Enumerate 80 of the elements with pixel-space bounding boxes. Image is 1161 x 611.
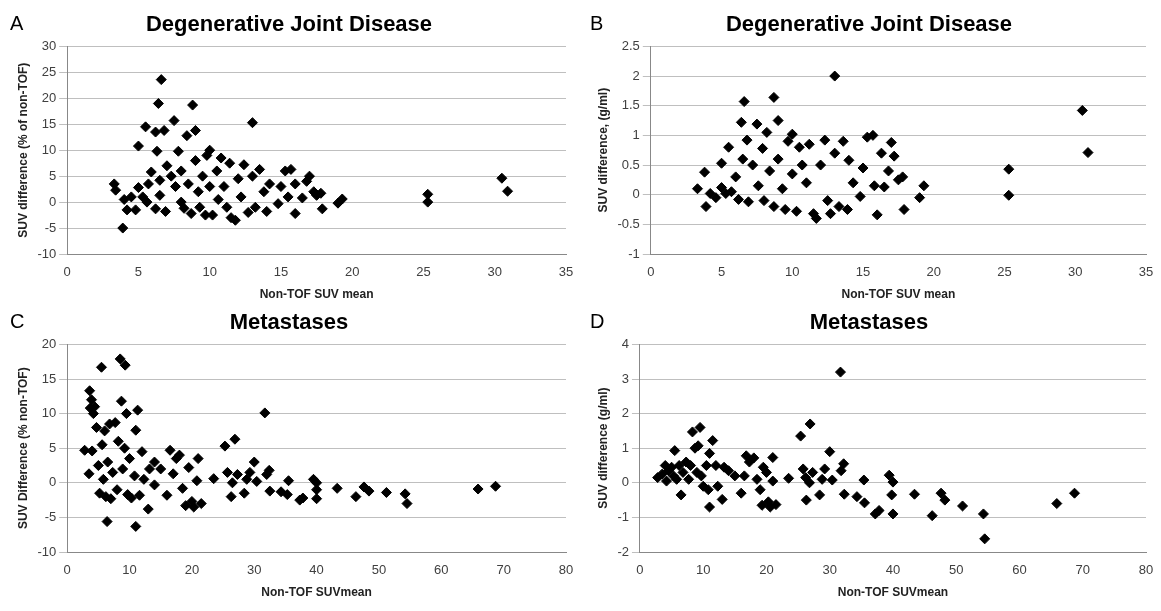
- y-axis-title: SUV difference, (g/ml): [595, 87, 610, 213]
- y-tick-label: 2.5: [621, 37, 640, 53]
- y-tick-label: 0: [48, 193, 57, 209]
- x-tick-label: 0: [63, 562, 71, 578]
- y-tick-label: 0: [621, 474, 629, 490]
- y-tick-label: -10: [37, 245, 57, 261]
- y-tick-label: 1: [632, 126, 640, 142]
- y-tick-label: 1.5: [621, 97, 640, 113]
- y-tick-label: 10: [41, 141, 57, 157]
- x-tick-label: 50: [371, 562, 387, 578]
- x-tick-label: 35: [558, 264, 574, 280]
- x-tick-label: 0: [63, 264, 71, 280]
- y-tick-label: 10: [41, 405, 57, 421]
- x-tick-label: 10: [122, 562, 137, 578]
- x-tick-label: 60: [1012, 562, 1027, 578]
- y-tick-label: 0: [632, 186, 640, 202]
- x-tick-label: 20: [759, 562, 774, 578]
- x-axis-title: Non-TOF SUVmean: [261, 585, 372, 600]
- x-tick-label: 15: [855, 264, 871, 280]
- x-tick-label: 80: [1138, 562, 1154, 578]
- x-tick-label: 0: [647, 264, 655, 280]
- x-tick-label: 40: [885, 562, 901, 578]
- y-axis-title: SUV Difference (% non-TOF): [15, 367, 30, 530]
- text: C: [10, 310, 25, 333]
- x-tick-label: 30: [247, 562, 262, 578]
- x-tick-label: 25: [997, 264, 1012, 280]
- chart-title: Degenerative Joint Disease: [145, 11, 433, 37]
- x-tick-label: 30: [487, 264, 502, 280]
- chart-title: Metastases: [809, 309, 929, 335]
- y-tick-label: 25: [41, 63, 57, 79]
- y-tick-label: 1: [621, 439, 629, 455]
- x-tick-label: 10: [202, 264, 217, 280]
- y-tick-label: 20: [41, 335, 57, 351]
- y-tick-label: 15: [41, 370, 57, 386]
- x-axis-title: Non-TOF SUVmean: [837, 585, 949, 600]
- x-tick-label: 25: [416, 264, 431, 280]
- y-tick-label: 2: [621, 405, 629, 421]
- x-tick-label: 20: [184, 562, 200, 578]
- x-tick-label: 20: [344, 264, 360, 280]
- y-axis-title: SUV difference (g/ml): [595, 387, 610, 509]
- y-tick-label: 0.5: [621, 156, 640, 172]
- y-tick-label: -10: [37, 543, 57, 559]
- y-tick-label: -2: [617, 543, 629, 559]
- y-tick-label: 4: [621, 335, 629, 351]
- text: A: [10, 12, 24, 35]
- x-tick-label: 15: [273, 264, 289, 280]
- y-tick-label: 20: [41, 89, 57, 105]
- x-tick-label: 10: [785, 264, 800, 280]
- x-tick-label: 20: [926, 264, 942, 280]
- y-tick-label: 5: [48, 439, 57, 455]
- x-tick-label: 50: [949, 562, 964, 578]
- chart-title: Metastases: [229, 309, 349, 335]
- x-tick-label: 35: [1138, 264, 1154, 280]
- y-tick-label: 2: [632, 67, 640, 83]
- x-tick-label: 80: [558, 562, 574, 578]
- y-tick-label: 15: [41, 115, 57, 131]
- y-tick-label: -5: [44, 219, 57, 235]
- y-axis-title: SUV difference (% of non-TOF): [15, 62, 30, 238]
- x-tick-label: 30: [822, 562, 837, 578]
- y-tick-label: 0: [48, 474, 57, 490]
- text: D: [590, 310, 605, 333]
- x-tick-label: 70: [496, 562, 511, 578]
- x-tick-label: 30: [1068, 264, 1083, 280]
- y-tick-label: 3: [621, 370, 629, 386]
- x-tick-label: 5: [134, 264, 143, 280]
- x-tick-label: 5: [717, 264, 726, 280]
- text: B: [590, 12, 604, 35]
- y-tick-label: -5: [44, 508, 57, 524]
- y-tick-label: 30: [41, 37, 57, 53]
- chart-title: Degenerative Joint Disease: [725, 11, 1013, 37]
- x-tick-label: 40: [309, 562, 324, 578]
- y-tick-label: -1: [628, 245, 640, 261]
- x-tick-label: 60: [434, 562, 449, 578]
- y-tick-label: -0.5: [617, 215, 640, 231]
- y-tick-label: -1: [617, 508, 629, 524]
- x-tick-label: 10: [695, 562, 711, 578]
- y-tick-label: 5: [48, 167, 57, 183]
- x-tick-label: 70: [1075, 562, 1090, 578]
- x-axis-title: Non-TOF SUV mean: [841, 287, 956, 302]
- x-axis-title: Non-TOF SUV mean: [259, 287, 374, 302]
